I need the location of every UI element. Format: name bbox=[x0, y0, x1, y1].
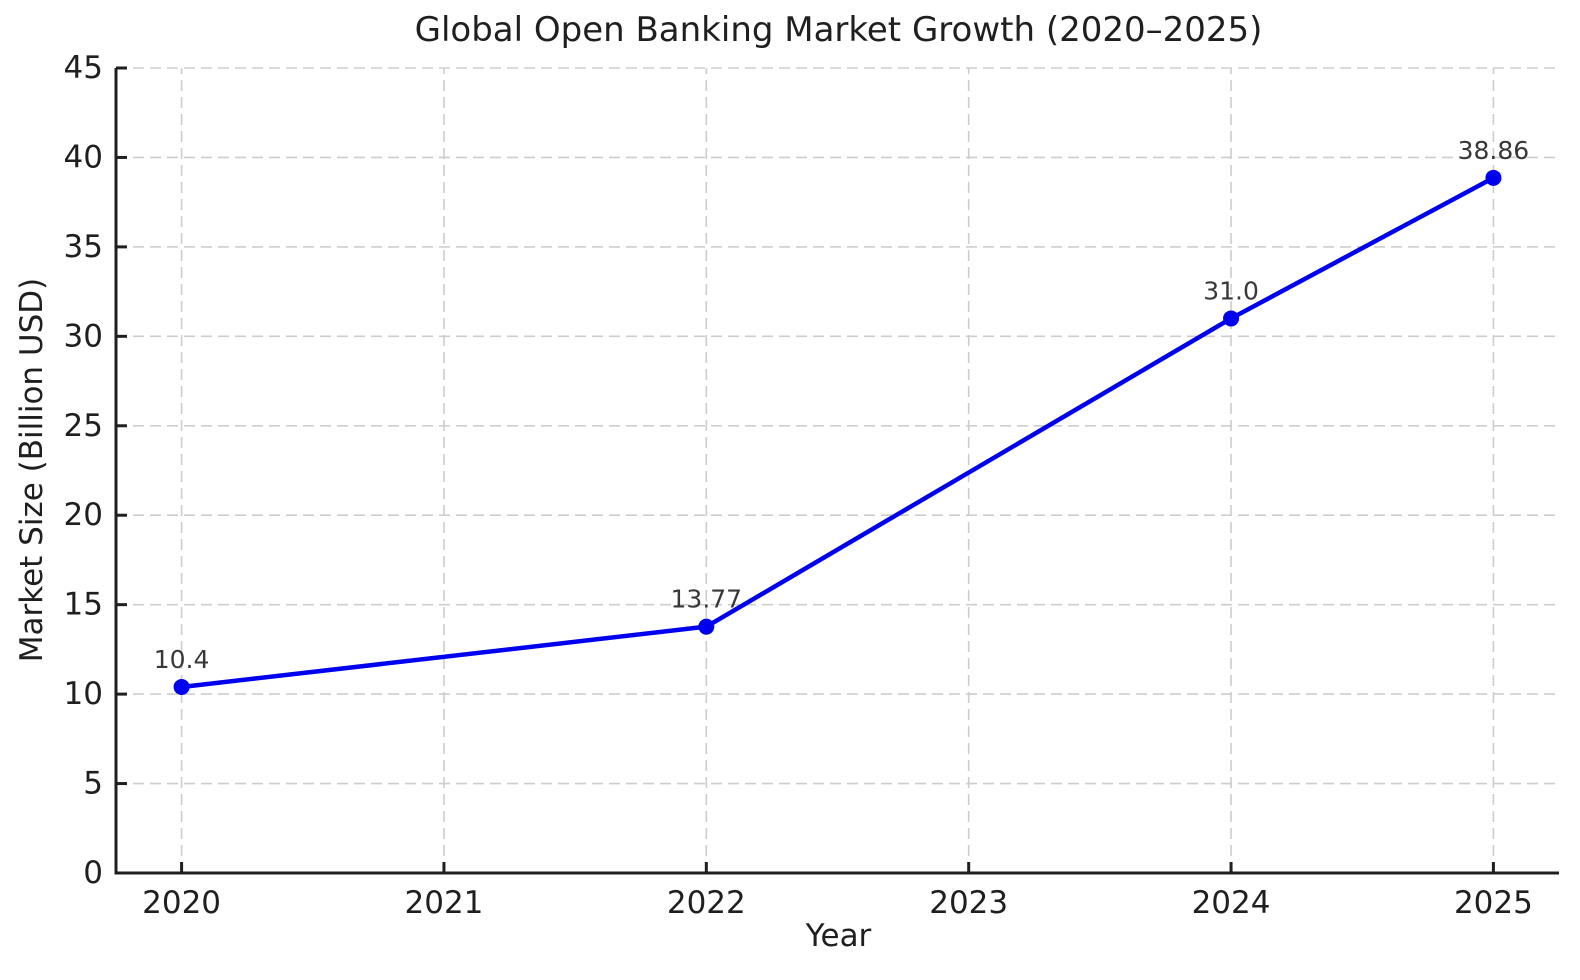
x-axis-label: Year bbox=[805, 918, 872, 954]
y-tick-label: 30 bbox=[64, 318, 103, 354]
data-point-label: 31.0 bbox=[1203, 276, 1259, 305]
x-tick-label: 2022 bbox=[667, 885, 746, 921]
data-point-marker bbox=[1485, 169, 1502, 186]
data-point-label: 10.4 bbox=[154, 645, 210, 674]
chart-title: Global Open Banking Market Growth (2020–… bbox=[414, 10, 1263, 50]
x-tick-label: 2024 bbox=[1192, 885, 1271, 921]
data-point-marker bbox=[698, 618, 715, 635]
y-tick-label: 35 bbox=[64, 229, 103, 265]
x-tick-label: 2020 bbox=[142, 885, 221, 921]
data-point-label: 13.77 bbox=[671, 585, 743, 614]
x-tick-label: 2023 bbox=[929, 885, 1008, 921]
data-point-label: 38.86 bbox=[1458, 136, 1530, 165]
y-tick-label: 45 bbox=[64, 50, 103, 86]
data-point-marker bbox=[173, 678, 190, 695]
y-tick-label: 20 bbox=[64, 497, 103, 533]
y-tick-label: 25 bbox=[64, 408, 103, 444]
x-tick-label: 2025 bbox=[1454, 885, 1533, 921]
y-tick-label: 40 bbox=[64, 139, 103, 175]
x-tick-label: 2021 bbox=[405, 885, 484, 921]
y-tick-label: 0 bbox=[83, 855, 103, 891]
y-tick-label: 5 bbox=[83, 766, 103, 802]
data-point-marker bbox=[1223, 310, 1240, 327]
y-tick-label: 10 bbox=[64, 676, 103, 712]
y-tick-label: 15 bbox=[64, 587, 103, 623]
data-line bbox=[179, 175, 1496, 690]
